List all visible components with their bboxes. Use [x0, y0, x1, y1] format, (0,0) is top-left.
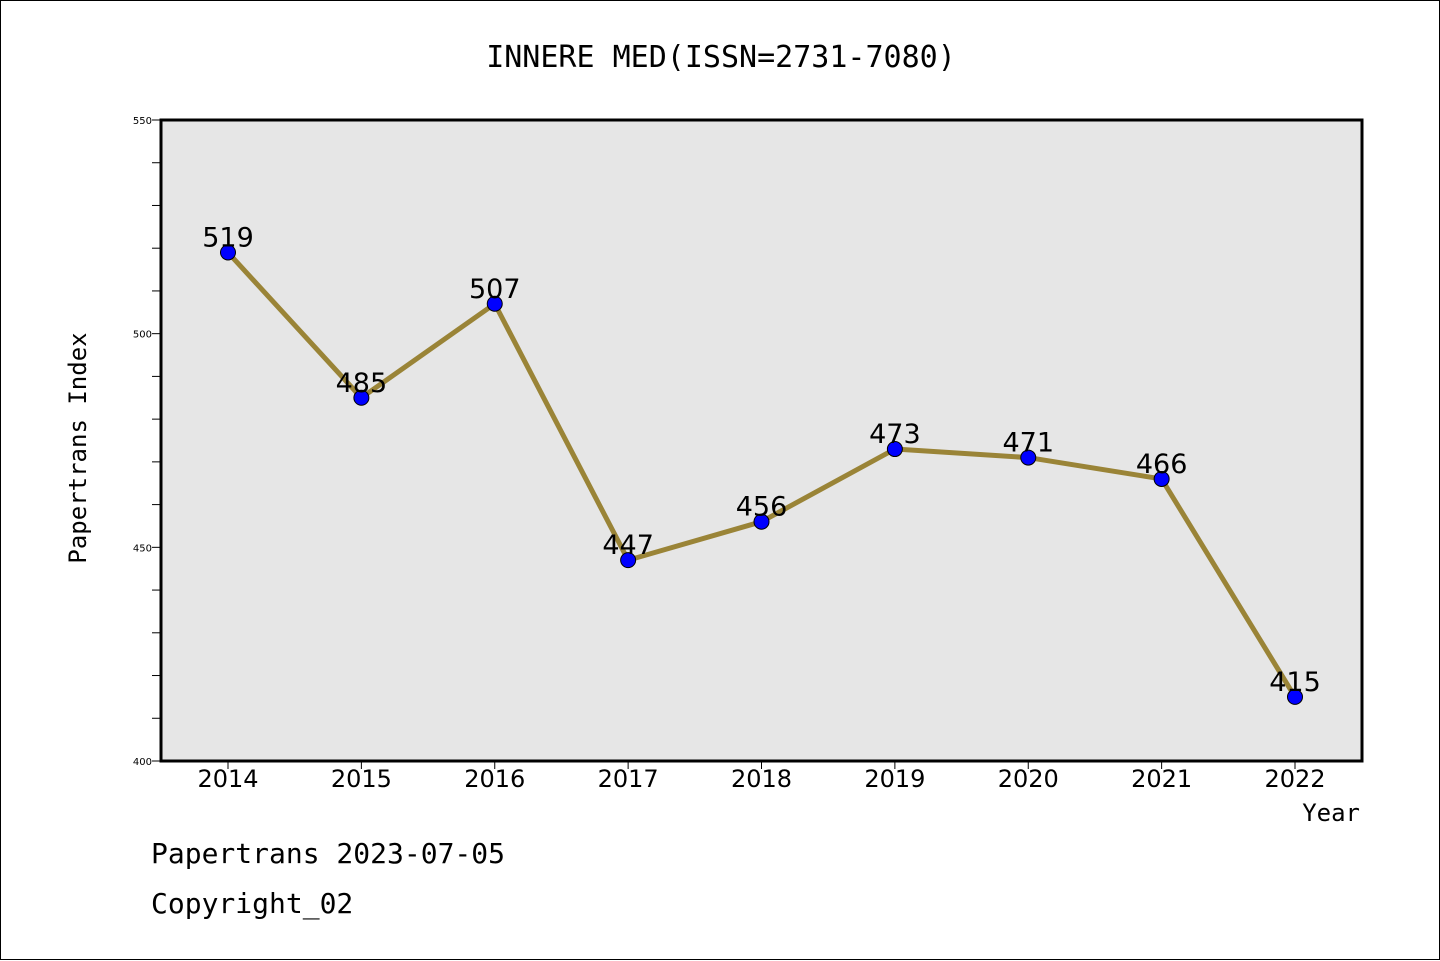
y-tick-label: 500: [133, 330, 152, 341]
x-tick-label: 2017: [598, 765, 659, 793]
data-label: 415: [1269, 667, 1321, 698]
chart-title: INNERE MED(ISSN=2731-7080): [486, 40, 956, 75]
data-label: 456: [736, 492, 788, 523]
y-tick-label: 550: [133, 116, 152, 127]
y-tick-label: 450: [133, 543, 152, 554]
footer-copyright: Copyright_02: [151, 887, 353, 920]
x-tick-label: 2015: [331, 765, 392, 793]
y-axis-label: Papertrans Index: [64, 332, 92, 563]
x-tick-label: 2014: [197, 765, 258, 793]
x-tick-label: 2019: [864, 765, 925, 793]
x-tick-label: 2021: [1131, 765, 1192, 793]
x-axis-label: Year: [1302, 799, 1360, 827]
x-tick-label: 2020: [998, 765, 1059, 793]
x-tick-label: 2016: [464, 765, 525, 793]
data-label: 447: [602, 530, 654, 561]
data-label: 466: [1136, 449, 1188, 480]
y-tick-label: 400: [133, 757, 152, 768]
data-label: 471: [1002, 428, 1054, 459]
data-label: 519: [202, 222, 254, 253]
data-label: 473: [869, 419, 921, 450]
x-tick-label: 2018: [731, 765, 792, 793]
data-label: 485: [336, 368, 388, 399]
plot-area: [161, 120, 1362, 761]
footer-date: Papertrans 2023-07-05: [151, 837, 505, 870]
data-label: 507: [469, 274, 521, 305]
x-tick-label: 2022: [1264, 765, 1325, 793]
